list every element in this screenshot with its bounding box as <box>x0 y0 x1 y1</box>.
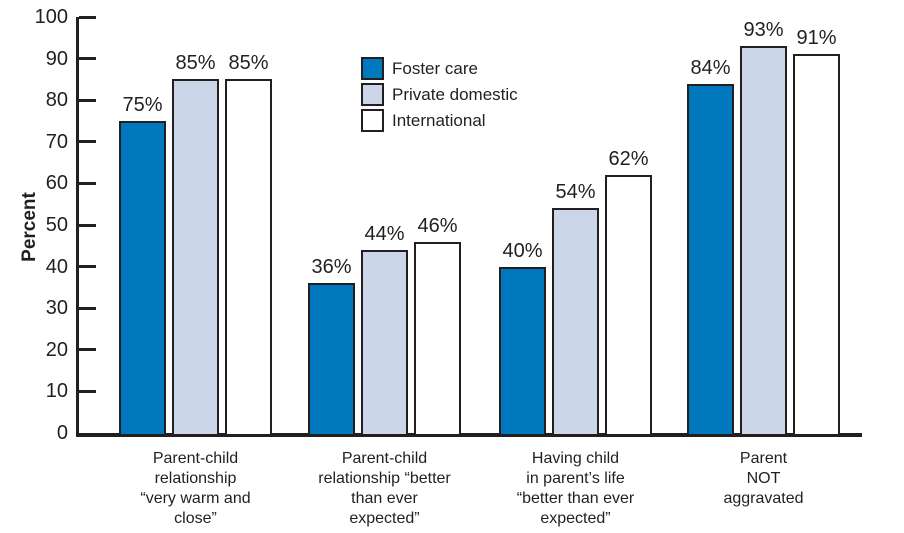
x-axis-line <box>76 433 862 437</box>
bar-value-label: 62% <box>608 148 649 171</box>
bar-international <box>793 54 840 436</box>
bar-international <box>605 175 652 436</box>
legend-row: Foster care <box>361 57 518 80</box>
bar-value-label: 36% <box>311 256 352 279</box>
y-tick-label: 50 <box>45 214 68 236</box>
y-tick <box>79 265 96 269</box>
bar-international <box>414 241 461 436</box>
y-tick-label: 30 <box>45 297 68 320</box>
y-tick-label: 80 <box>45 89 68 112</box>
y-tick <box>79 98 96 102</box>
y-tick-label: 90 <box>45 47 68 70</box>
legend-swatch-private-domestic <box>361 83 384 106</box>
bar-value-label: 84% <box>690 56 731 79</box>
bar-private-domestic <box>361 249 408 436</box>
category-label: Having child in parent’s life “better th… <box>516 450 635 527</box>
y-tick <box>79 140 96 144</box>
y-axis-line <box>76 17 79 437</box>
y-tick <box>79 15 96 19</box>
y-tick <box>79 57 96 61</box>
bar-private-domestic <box>552 208 599 436</box>
bar-value-label: 85% <box>175 52 216 75</box>
legend-swatch-international <box>361 109 384 132</box>
bar-value-label: 93% <box>743 19 784 42</box>
bar-value-label: 44% <box>364 222 405 245</box>
bar-value-label: 91% <box>796 27 837 50</box>
bar-value-label: 40% <box>502 239 543 262</box>
bar-foster-care <box>687 83 734 436</box>
bar-value-label: 75% <box>122 94 163 116</box>
y-tick-label: 10 <box>45 380 68 403</box>
legend-label: Foster care <box>392 58 478 78</box>
legend-row: International <box>361 109 518 132</box>
bar-foster-care <box>308 283 355 436</box>
legend: Foster care Private domestic International <box>361 57 518 132</box>
bar-value-label: 54% <box>555 181 596 204</box>
y-tick <box>79 348 96 352</box>
bar-foster-care <box>119 121 166 436</box>
legend-label: International <box>392 110 486 130</box>
y-tick <box>79 306 96 310</box>
legend-swatch-foster-care <box>361 57 384 80</box>
y-tick-label: 60 <box>45 172 68 195</box>
y-tick <box>79 389 96 393</box>
bar-value-label: 85% <box>228 52 269 75</box>
category-label: Parent NOT aggravated <box>723 450 804 507</box>
bar-international <box>225 79 272 436</box>
y-tick-label: 70 <box>45 130 68 153</box>
y-tick-label: 0 <box>56 422 68 444</box>
y-tick-label: 20 <box>45 338 68 361</box>
y-tick <box>79 181 96 185</box>
y-tick <box>79 223 96 227</box>
bar-private-domestic <box>740 46 787 436</box>
legend-label: Private domestic <box>392 84 518 104</box>
category-label: Parent-child relationship “very warm and… <box>140 450 251 527</box>
category-label: Parent-child relationship “better than e… <box>318 450 451 527</box>
legend-row: Private domestic <box>361 83 518 106</box>
bar-value-label: 46% <box>417 214 458 237</box>
bar-foster-care <box>499 266 546 436</box>
y-tick-label: 40 <box>45 255 68 278</box>
bar-private-domestic <box>172 79 219 436</box>
y-tick-label: 100 <box>34 6 68 28</box>
